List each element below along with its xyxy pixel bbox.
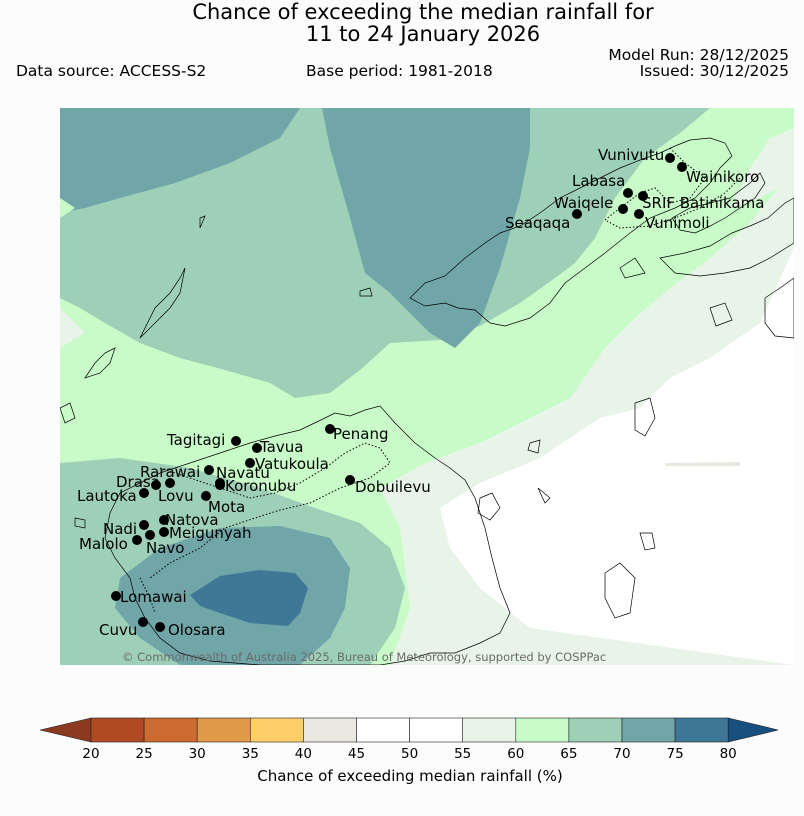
station-marker: [638, 191, 648, 201]
station-marker: [215, 478, 225, 488]
station-marker: [665, 153, 675, 163]
colorbar-bin: [250, 717, 304, 743]
zone-70-75-north: [322, 108, 530, 348]
station-label: Lovu: [158, 487, 194, 505]
station-label: Wainikoro: [686, 168, 759, 186]
station-label: Lomawai: [120, 588, 187, 606]
colorbar-tick-label: 40: [295, 746, 312, 762]
station-label: Mota: [208, 498, 245, 516]
station-label: Rarawai: [140, 463, 200, 481]
probability-map: Vunivutu Wainikoro Labasa Waiqele SRIF Batin…: [60, 108, 794, 665]
colorbar-extend-low: [39, 717, 92, 743]
zone-75-80-south: [190, 570, 308, 626]
station-marker: [345, 475, 355, 485]
zone-70-75-nw: [60, 108, 300, 213]
station-label: SRIF Batinikama: [642, 194, 764, 212]
colorbar: 20 25 30 35 40 45 50 55 60 65 70 75 80 Chance of exc…: [39, 717, 779, 785]
station-marker: [159, 515, 169, 525]
station-marker: [151, 480, 161, 490]
station-label: Nadi: [103, 520, 137, 538]
colorbar-tick-label: 25: [136, 746, 153, 762]
colorbar-tick-label: 65: [560, 746, 577, 762]
station-marker: [132, 535, 142, 545]
colorbar-tick-label: 20: [82, 746, 99, 762]
station-label: Olosara: [168, 621, 226, 639]
colorbar-tick-label: 60: [507, 746, 524, 762]
colorbar-bin: [356, 717, 410, 743]
district-boundaries: [139, 147, 741, 614]
station-label: Koronubu: [225, 477, 296, 495]
colorbar-bin: [462, 717, 517, 743]
station-marker: [572, 209, 582, 219]
station-marker: [623, 188, 633, 198]
zone-50-55: [440, 248, 794, 665]
station-marker: [325, 424, 335, 434]
station-marker: [245, 458, 255, 468]
station-label: Meigunyah: [169, 524, 251, 542]
colorbar-bin: [409, 717, 464, 743]
station-marker: [138, 617, 148, 627]
colorbar-bin: [143, 717, 198, 743]
colorbar-bin: [90, 717, 145, 743]
station-marker: [634, 209, 644, 219]
station-label: Natova: [165, 511, 219, 529]
colorbar-tick-label: 50: [401, 746, 418, 762]
station-marker: [252, 443, 262, 453]
data-source-label: Data source: ACCESS-S2: [16, 62, 207, 80]
base-period-label: Base period: 1981-2018: [306, 62, 493, 80]
station-marker: [139, 520, 149, 530]
model-run-label: Model Run: 28/12/2025: [608, 46, 789, 64]
station-label: Navo: [146, 539, 184, 557]
station-marker: [145, 530, 155, 540]
station-label: Dobuilevu: [355, 478, 431, 496]
station-label: Drasa: [116, 473, 160, 491]
colorbar-tick-label: 75: [667, 746, 684, 762]
colorbar-tick-label: 45: [348, 746, 365, 762]
colorbar-extend-high: [727, 717, 779, 743]
station-marker: [111, 591, 121, 601]
colorbar-tick-label: 55: [454, 746, 471, 762]
station-label: Penang: [333, 425, 388, 443]
colorbar-bin: [621, 717, 676, 743]
station-marker: [231, 436, 241, 446]
colorbar-bin: [196, 717, 251, 743]
station-marker: [204, 465, 214, 475]
colorbar-bin: [303, 717, 357, 743]
colorbar-tick-label: 30: [189, 746, 206, 762]
station-label: Vunivutu: [598, 146, 664, 164]
station-label: Navatu: [216, 464, 270, 482]
station-marker: [165, 478, 175, 488]
coastlines: [60, 137, 794, 665]
station-label: Vunimoli: [645, 214, 710, 232]
station-label: Seaqaqa: [505, 214, 570, 232]
map-title-line2: 11 to 24 January 2026: [305, 22, 541, 46]
colorbar-bin: [515, 717, 570, 743]
colorbar-tick-label: 35: [242, 746, 259, 762]
colorbar-tick-label: 70: [613, 746, 630, 762]
station-markers: Vunivutu Wainikoro Labasa Waiqele SRIF Batin…: [77, 146, 764, 639]
colorbar-tick-label: 80: [720, 746, 737, 762]
station-label: Malolo: [79, 535, 128, 553]
colorbar-bin: [568, 717, 623, 743]
station-marker: [155, 622, 165, 632]
station-label: Lautoka: [77, 487, 137, 505]
issued-label: Issued: 30/12/2025: [639, 62, 789, 80]
map-title-line1: Chance of exceeding the median rainfall …: [192, 0, 654, 24]
colorbar-bin: [674, 717, 729, 743]
station-marker: [159, 527, 169, 537]
station-marker: [677, 162, 687, 172]
colorbar-axis-label: Chance of exceeding median rainfall (%): [257, 767, 562, 785]
station-label: Tavua: [259, 438, 303, 456]
station-marker: [201, 491, 211, 501]
station-label: Cuvu: [99, 621, 137, 639]
station-marker: [139, 488, 149, 498]
station-marker: [618, 204, 628, 214]
copyright-text: © Commonwealth of Australia 2025, Bureau…: [122, 650, 606, 664]
station-label: Waiqele: [554, 194, 613, 212]
station-label: Tagitagi: [166, 431, 225, 449]
station-label: Labasa: [572, 172, 625, 190]
station-label: Vatukoula: [255, 455, 329, 473]
